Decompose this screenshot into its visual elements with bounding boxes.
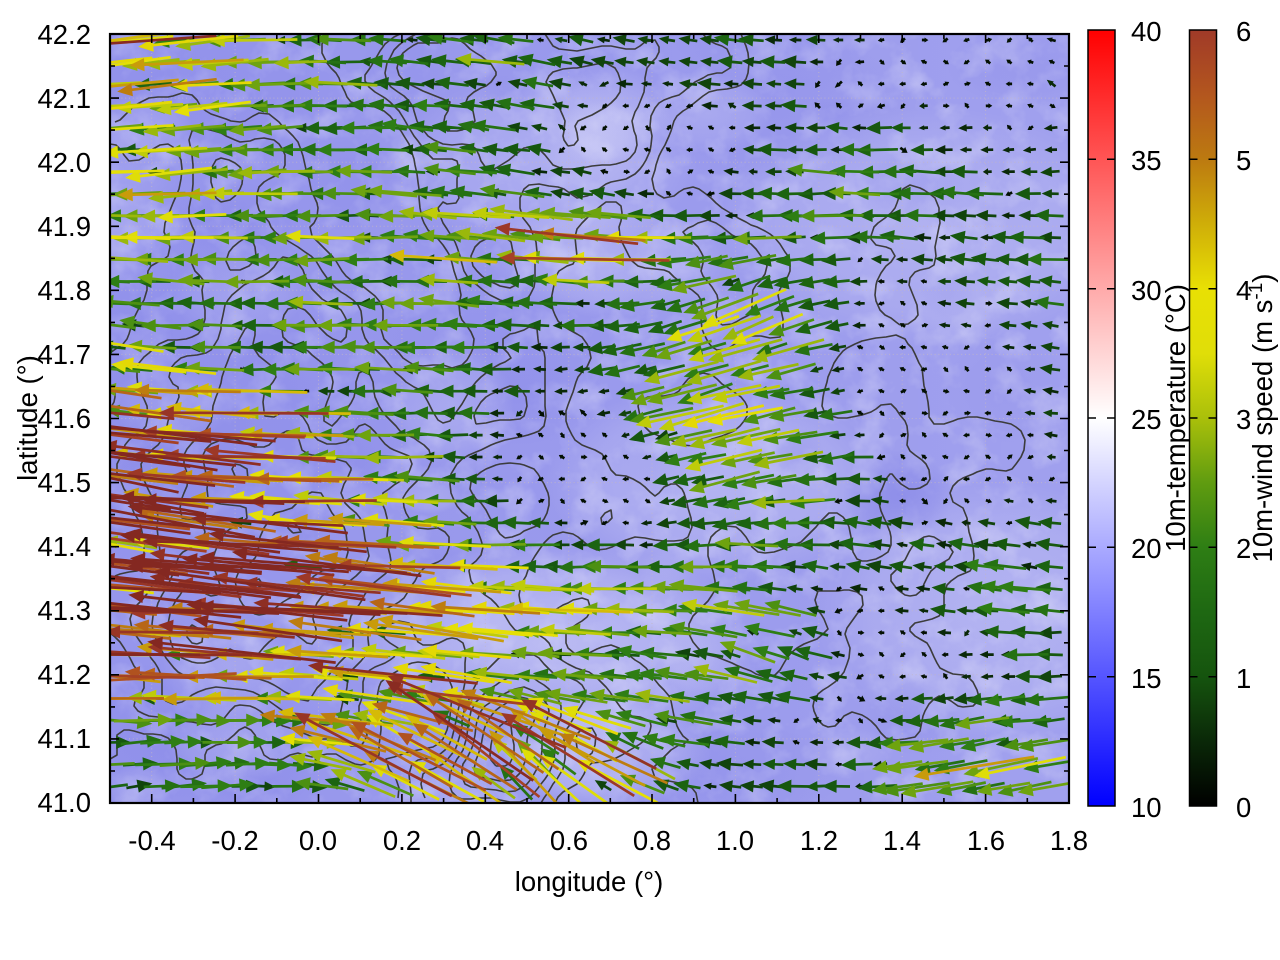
svg-text:0: 0 <box>1236 792 1251 823</box>
svg-text:0.2: 0.2 <box>383 825 421 856</box>
svg-text:42.2: 42.2 <box>37 19 91 50</box>
svg-text:10m-temperature (°C): 10m-temperature (°C) <box>1160 284 1191 552</box>
svg-text:35: 35 <box>1131 145 1162 176</box>
svg-text:41.5: 41.5 <box>37 467 91 498</box>
svg-text:41.9: 41.9 <box>37 211 91 242</box>
svg-text:5: 5 <box>1236 145 1251 176</box>
svg-text:0.8: 0.8 <box>633 825 671 856</box>
svg-text:latitude (°): latitude (°) <box>12 355 43 481</box>
svg-text:41.0: 41.0 <box>37 787 91 818</box>
svg-text:41.8: 41.8 <box>37 275 91 306</box>
svg-text:20: 20 <box>1131 533 1162 564</box>
svg-text:42.1: 42.1 <box>37 83 91 114</box>
svg-text:longitude (°): longitude (°) <box>515 866 664 897</box>
svg-text:41.4: 41.4 <box>37 531 91 562</box>
svg-text:0.6: 0.6 <box>550 825 588 856</box>
svg-text:40: 40 <box>1131 16 1162 47</box>
svg-text:10: 10 <box>1131 792 1162 823</box>
svg-text:30: 30 <box>1131 275 1162 306</box>
svg-text:25: 25 <box>1131 404 1162 435</box>
svg-text:15: 15 <box>1131 663 1162 694</box>
svg-text:6: 6 <box>1236 16 1251 47</box>
svg-text:41.7: 41.7 <box>37 339 91 370</box>
svg-text:41.1: 41.1 <box>37 723 91 754</box>
svg-text:1.4: 1.4 <box>883 825 921 856</box>
svg-text:0.0: 0.0 <box>299 825 337 856</box>
svg-text:41.3: 41.3 <box>37 595 91 626</box>
svg-text:42.0: 42.0 <box>37 147 91 178</box>
svg-text:1.0: 1.0 <box>716 825 754 856</box>
svg-text:10m-wind speed (m s-1): 10m-wind speed (m s-1) <box>1246 274 1278 563</box>
svg-text:1: 1 <box>1236 663 1251 694</box>
svg-text:2: 2 <box>1236 533 1251 564</box>
svg-text:1.2: 1.2 <box>800 825 838 856</box>
svg-text:4: 4 <box>1236 275 1251 306</box>
svg-text:1.8: 1.8 <box>1050 825 1088 856</box>
svg-text:3: 3 <box>1236 404 1251 435</box>
svg-text:-0.2: -0.2 <box>211 825 258 856</box>
svg-text:-0.4: -0.4 <box>128 825 175 856</box>
svg-text:41.6: 41.6 <box>37 403 91 434</box>
svg-text:0.4: 0.4 <box>466 825 504 856</box>
svg-text:41.2: 41.2 <box>37 659 91 690</box>
svg-text:1.6: 1.6 <box>967 825 1005 856</box>
